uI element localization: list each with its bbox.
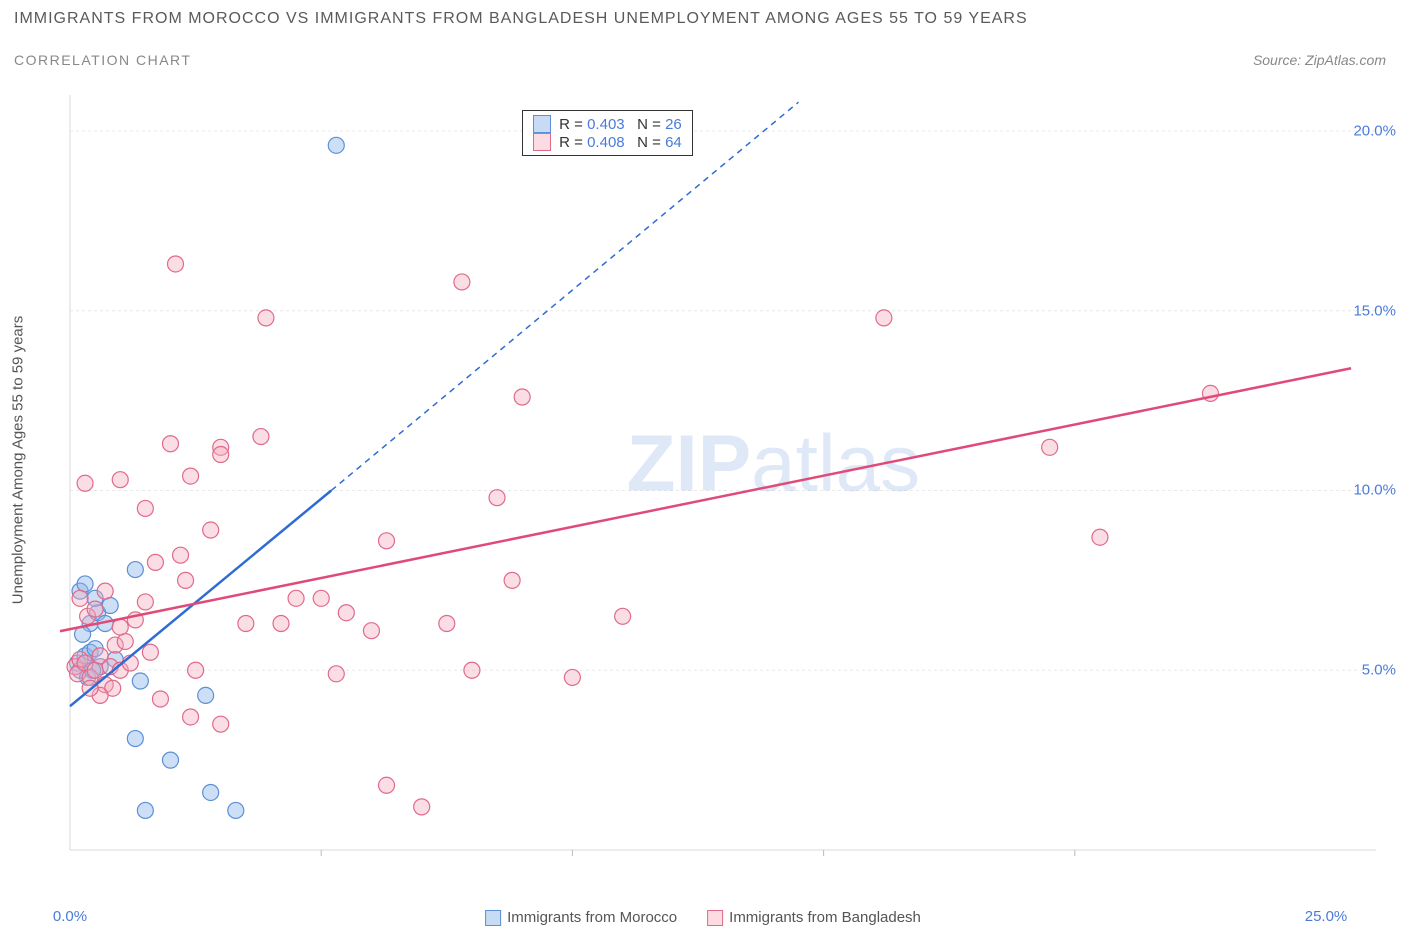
legend-item: Immigrants from Morocco (485, 909, 677, 926)
chart-subtitle: CORRELATION CHART (14, 52, 191, 68)
x-tick-label: 25.0% (1305, 908, 1348, 925)
stats-legend: R = 0.403 N = 26R = 0.408 N = 64 (522, 110, 693, 156)
legend-swatch-icon (707, 910, 723, 926)
chart-title: IMMIGRANTS FROM MOROCCO VS IMMIGRANTS FR… (14, 10, 1028, 28)
y-tick-label: 15.0% (1353, 302, 1396, 319)
legend-swatch-icon (485, 910, 501, 926)
scatter-plot: ZIPatlas (60, 85, 1386, 880)
y-tick-label: 20.0% (1353, 122, 1396, 139)
bottom-legend: Immigrants from Morocco Immigrants from B… (485, 909, 921, 926)
stats-legend-row: R = 0.408 N = 64 (533, 133, 682, 151)
legend-item: Immigrants from Bangladesh (707, 909, 921, 926)
y-tick-label: 5.0% (1362, 662, 1396, 679)
y-tick-label: 10.0% (1353, 482, 1396, 499)
stats-legend-row: R = 0.403 N = 26 (533, 115, 682, 133)
legend-swatch-icon (533, 133, 551, 151)
legend-swatch-icon (533, 115, 551, 133)
source-attribution: Source: ZipAtlas.com (1253, 52, 1386, 68)
y-axis-label: Unemployment Among Ages 55 to 59 years (10, 316, 27, 605)
chart-container: ZIPatlas (60, 85, 1386, 880)
svg-text:ZIPatlas: ZIPatlas (627, 418, 920, 507)
x-tick-label: 0.0% (53, 908, 87, 925)
